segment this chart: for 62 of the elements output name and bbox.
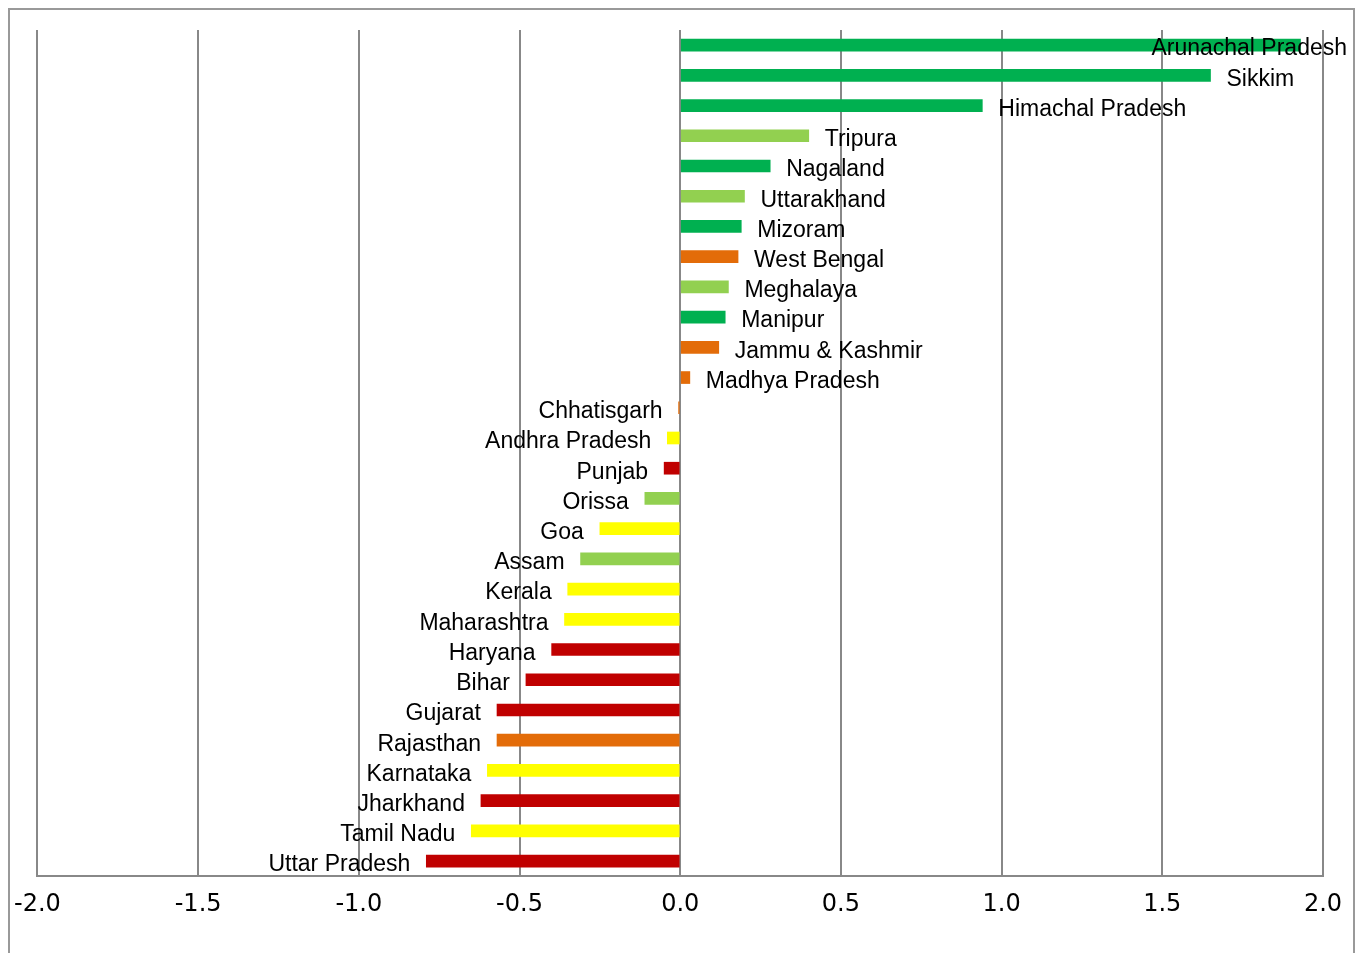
bar [680, 69, 1211, 82]
y-tick-label: Jharkhand [357, 789, 465, 816]
x-tick-label: 1.0 [982, 888, 1021, 917]
bar [663, 461, 680, 475]
bar [680, 99, 983, 112]
y-tick-label: Uttarakhand [760, 185, 886, 212]
bar [567, 582, 680, 596]
bar [564, 612, 680, 626]
y-tick-label: Orissa [562, 487, 630, 514]
y-tick-label: Kerala [485, 578, 552, 605]
bar [680, 250, 739, 263]
bar [644, 492, 680, 505]
y-tick-label: Manipur [741, 306, 825, 333]
x-tick-label: -2.0 [14, 888, 61, 917]
bar [487, 764, 680, 777]
bar [480, 794, 680, 807]
bar [551, 643, 680, 656]
bar [680, 310, 726, 324]
y-tick-label: Sikkim [1226, 64, 1295, 91]
x-tick-label: 1.5 [1143, 888, 1182, 917]
y-tick-label: Assam [494, 548, 565, 575]
x-tick-label: 2.0 [1303, 888, 1343, 917]
y-tick-label: Meghalaya [744, 276, 858, 303]
x-tick-label: -1.5 [174, 888, 222, 917]
bar [680, 189, 745, 203]
y-tick-label: Goa [540, 518, 585, 544]
x-tick-label: -0.5 [496, 888, 543, 917]
y-tick-label: Chhatisgarh [538, 397, 663, 424]
bar [580, 552, 680, 566]
y-tick-label: Himachal Pradesh [998, 94, 1187, 121]
y-tick-label: Bihar [456, 669, 511, 696]
bar [680, 280, 729, 294]
x-tick-label: -1.0 [335, 888, 383, 917]
y-tick-label: Jammu & Kashmir [734, 336, 923, 363]
y-tick-label: Tripura [824, 125, 897, 152]
bar [599, 522, 680, 535]
y-tick-label: Gujarat [405, 699, 482, 726]
y-tick-label: Tamil Nadu [340, 820, 456, 847]
bar [496, 703, 680, 717]
bar [525, 673, 680, 687]
bar [680, 129, 810, 143]
bar [667, 431, 680, 445]
bar [680, 341, 720, 354]
y-tick-label: Madhya Pradesh [705, 366, 880, 393]
y-tick-label: West Bengal [754, 246, 885, 272]
bar [680, 220, 742, 233]
y-tick-label: Nagaland [786, 155, 885, 182]
x-tick-label: 0.5 [821, 888, 860, 917]
bar [470, 824, 680, 838]
bar [496, 733, 680, 747]
y-tick-label: Andhra Pradesh [485, 427, 652, 454]
bar [425, 854, 680, 868]
y-tick-label: Karnataka [366, 759, 472, 786]
y-tick-label: Punjab [576, 457, 649, 484]
bar [680, 159, 771, 173]
y-tick-label: Mizoram [757, 215, 846, 242]
bar [680, 371, 691, 384]
y-tick-label: Maharashtra [419, 608, 549, 635]
y-tick-label: Haryana [448, 638, 536, 665]
x-tick-label: 0.0 [661, 888, 700, 917]
y-tick-label: Rajasthan [377, 729, 482, 756]
y-tick-label: Uttar Pradesh [268, 850, 411, 877]
